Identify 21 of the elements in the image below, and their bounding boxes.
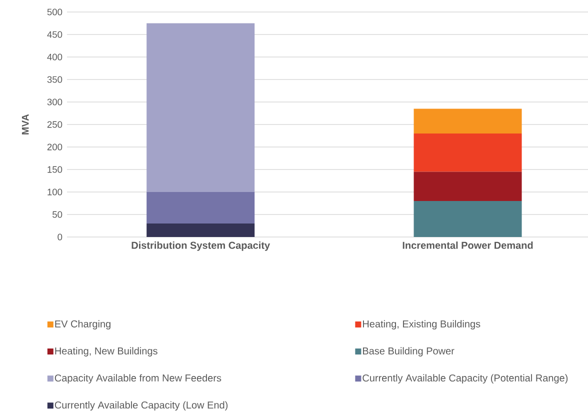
y-tick-label: 400 bbox=[47, 54, 62, 60]
legend-label: Currently Available Capacity (Potential Range) bbox=[362, 374, 568, 384]
legend-label: Heating, Existing Buildings bbox=[363, 320, 480, 330]
y-tick-label: 0 bbox=[58, 234, 62, 240]
x-tick-label: Distribution System Capacity bbox=[132, 242, 270, 251]
y-tick-label: 250 bbox=[47, 121, 62, 128]
y-axis-title: MVA bbox=[22, 114, 29, 134]
y-tick-label: 50 bbox=[52, 211, 62, 218]
y-tick-label: 300 bbox=[47, 98, 62, 106]
x-tick-label: Incremental Power Demand bbox=[402, 242, 533, 249]
y-tick-label: 500 bbox=[47, 8, 62, 16]
y-tick-label: 100 bbox=[48, 188, 62, 196]
y-tick-label: 200 bbox=[47, 144, 62, 150]
legend-label: Currently Available Capacity (Low End) bbox=[54, 401, 228, 411]
legend-label: Heating, New Buildings bbox=[55, 347, 158, 356]
y-tick-label: 150 bbox=[48, 166, 62, 173]
legend-label: EV Charging bbox=[55, 320, 110, 330]
legend-label: Capacity Available from New Feeders bbox=[54, 374, 222, 384]
y-tick-label: 450 bbox=[47, 31, 62, 38]
y-tick-label: 350 bbox=[47, 76, 62, 83]
legend-label: Base Building Power bbox=[363, 347, 454, 356]
